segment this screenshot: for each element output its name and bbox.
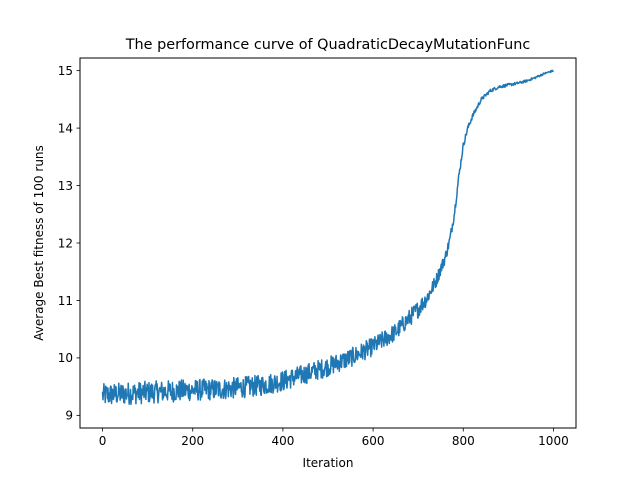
y-axis-label: Average Best fitness of 100 runs [32, 145, 46, 341]
fitness-series-line [101, 69, 554, 406]
x-tick-label: 0 [99, 434, 107, 448]
x-axis-label: Iteration [303, 456, 354, 470]
y-tick-label: 11 [58, 294, 73, 308]
y-tick-label: 9 [65, 409, 73, 423]
x-tick-label: 800 [452, 434, 475, 448]
y-tick-label: 14 [58, 121, 73, 135]
x-tick-label: 600 [362, 434, 385, 448]
x-axis: 0 200 400 600 800 1000 [99, 428, 569, 448]
y-tick-label: 12 [58, 236, 73, 250]
x-tick-label: 200 [181, 434, 204, 448]
chart-title: The performance curve of QuadraticDecayM… [125, 37, 531, 53]
plot-area [101, 69, 554, 406]
y-tick-label: 15 [58, 64, 73, 78]
x-tick-label: 400 [271, 434, 294, 448]
x-tick-label: 1000 [538, 434, 569, 448]
y-tick-label: 13 [58, 179, 73, 193]
y-tick-label: 10 [58, 351, 73, 365]
y-axis: 9 10 11 12 13 14 15 [58, 64, 80, 423]
